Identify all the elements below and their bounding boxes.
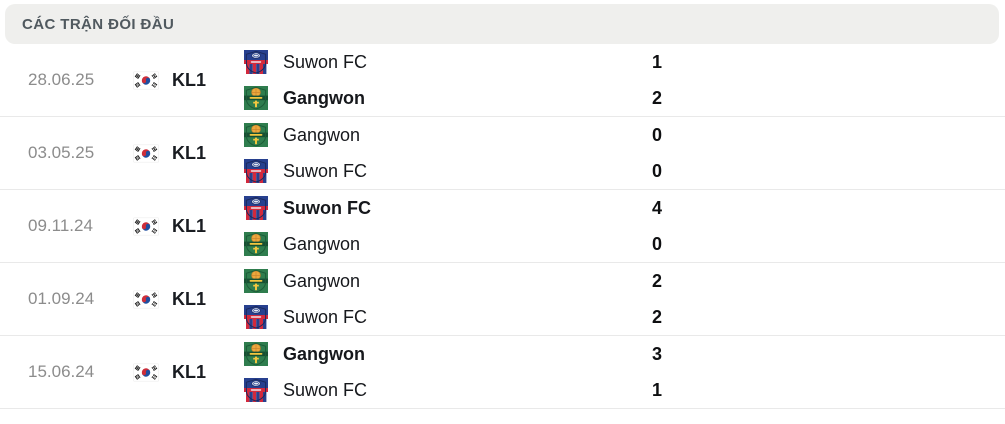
- match-row[interactable]: 01.09.24 KL1 Gangwon 2 Suwon FC 2: [0, 263, 1005, 336]
- match-date: 09.11.24: [28, 216, 93, 235]
- suwon-fc-logo-icon: [244, 378, 268, 402]
- team-name: Gangwon: [283, 233, 361, 254]
- south-korea-flag-icon: [133, 144, 159, 163]
- suwon-fc-logo-icon: [244, 196, 268, 220]
- team-line: Suwon FC 0: [244, 153, 1005, 189]
- team-score: 0: [652, 233, 663, 254]
- team-score: 4: [652, 197, 663, 218]
- head-to-head-section: CÁC TRẬN ĐỐI ĐẦU 28.06.25 KL1 Suwon FC 1…: [0, 4, 1005, 424]
- team-score: 1: [652, 379, 663, 400]
- league-label: KL1: [172, 69, 207, 90]
- team-line: Gangwon 3: [244, 336, 1005, 372]
- league-label: KL1: [172, 361, 207, 382]
- suwon-fc-logo-icon: [244, 305, 268, 329]
- match-row[interactable]: 03.05.25 KL1 Gangwon 0 Suwon FC 0: [0, 117, 1005, 190]
- south-korea-flag-icon: [133, 71, 159, 90]
- team-line: Gangwon 2: [244, 263, 1005, 299]
- team-line: Gangwon 2: [244, 80, 1005, 116]
- league-label: KL1: [172, 288, 207, 309]
- team-name: Suwon FC: [283, 379, 368, 400]
- suwon-fc-logo-icon: [244, 50, 268, 74]
- gangwon-fc-logo-icon: [244, 123, 268, 147]
- teams-block: Suwon FC 4 Gangwon 0: [244, 190, 1005, 262]
- team-score: 2: [652, 87, 663, 108]
- team-score: 0: [652, 160, 663, 181]
- team-line: Gangwon 0: [244, 226, 1005, 262]
- south-korea-flag-icon: [133, 217, 159, 236]
- team-name: Gangwon: [283, 124, 361, 145]
- match-row[interactable]: 28.06.25 KL1 Suwon FC 1 Gangwon 2: [0, 44, 1005, 117]
- team-score: 0: [652, 124, 663, 145]
- match-date: 03.05.25: [28, 143, 95, 162]
- gangwon-fc-logo-icon: [244, 232, 268, 256]
- team-line: Gangwon 0: [244, 117, 1005, 153]
- teams-block: Gangwon 0 Suwon FC 0: [244, 117, 1005, 189]
- team-name: Gangwon: [283, 270, 361, 291]
- section-title: CÁC TRẬN ĐỐI ĐẦU: [22, 15, 175, 33]
- team-name: Suwon FC: [283, 197, 371, 218]
- team-line: Suwon FC 4: [244, 190, 1005, 226]
- match-row[interactable]: 09.11.24 KL1 Suwon FC 4 Gangwon 0: [0, 190, 1005, 263]
- team-score: 1: [652, 51, 663, 72]
- south-korea-flag-icon: [133, 363, 159, 382]
- league-label: KL1: [172, 142, 207, 163]
- team-score: 2: [652, 270, 663, 291]
- teams-block: Suwon FC 1 Gangwon 2: [244, 44, 1005, 116]
- match-row[interactable]: 15.06.24 KL1 Gangwon 3 Suwon FC 1: [0, 336, 1005, 409]
- section-header: CÁC TRẬN ĐỐI ĐẦU: [5, 4, 999, 44]
- team-line: Suwon FC 1: [244, 44, 1005, 80]
- team-name: Suwon FC: [283, 306, 368, 327]
- team-line: Suwon FC 2: [244, 299, 1005, 335]
- team-score: 3: [652, 343, 663, 364]
- match-date: 01.09.24: [28, 289, 95, 308]
- suwon-fc-logo-icon: [244, 159, 268, 183]
- league-label: KL1: [172, 215, 207, 236]
- teams-block: Gangwon 3 Suwon FC 1: [244, 336, 1005, 408]
- team-name: Suwon FC: [283, 51, 368, 72]
- match-date: 28.06.25: [28, 70, 95, 89]
- gangwon-fc-logo-icon: [244, 86, 268, 110]
- south-korea-flag-icon: [133, 290, 159, 309]
- team-name: Gangwon: [283, 343, 365, 364]
- team-name: Gangwon: [283, 87, 365, 108]
- team-line: Suwon FC 1: [244, 372, 1005, 408]
- match-list: 28.06.25 KL1 Suwon FC 1 Gangwon 2 03.05.…: [0, 44, 1005, 409]
- gangwon-fc-logo-icon: [244, 269, 268, 293]
- teams-block: Gangwon 2 Suwon FC 2: [244, 263, 1005, 335]
- gangwon-fc-logo-icon: [244, 342, 268, 366]
- team-score: 2: [652, 306, 663, 327]
- team-name: Suwon FC: [283, 160, 368, 181]
- match-date: 15.06.24: [28, 362, 95, 381]
